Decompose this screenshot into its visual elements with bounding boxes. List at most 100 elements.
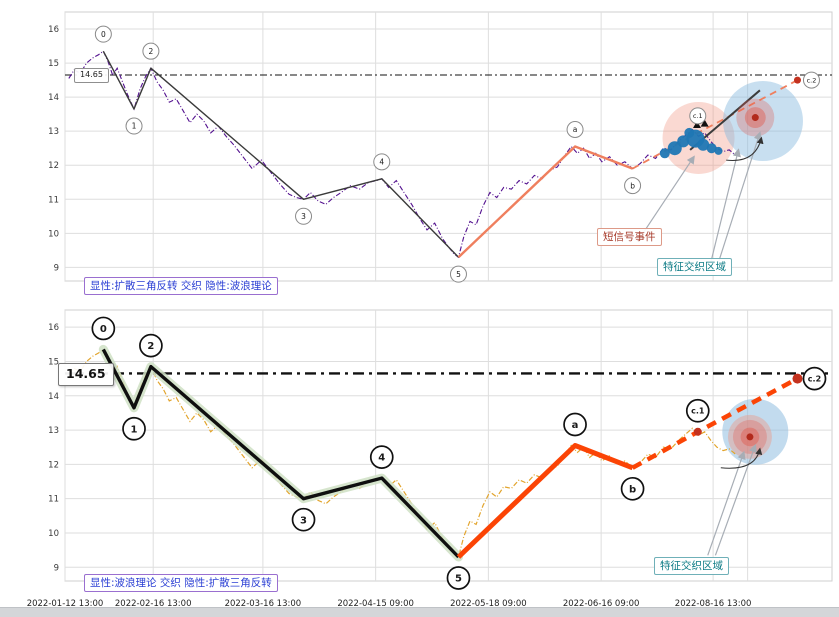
y-tick-label: 15 <box>48 59 59 69</box>
target-center-dot <box>746 433 754 441</box>
point-label-text: a <box>573 125 578 134</box>
abc-line-solid <box>456 443 634 559</box>
price-line <box>68 348 736 559</box>
point-label-circle <box>802 71 820 89</box>
feature-zone-circle <box>722 398 789 465</box>
annotation-arrow <box>717 131 762 263</box>
point-label-circle <box>685 398 710 423</box>
x-tick-label: 2022-05-18 09:00 <box>450 599 527 609</box>
y-tick-label: 13 <box>48 127 59 137</box>
point-label-text: 0 <box>101 30 106 39</box>
point-label-text: a <box>572 420 579 431</box>
point-label-text: c.1 <box>693 112 703 120</box>
x-tick-label: 2022-06-16 09:00 <box>563 599 640 609</box>
y-tick-label: 9 <box>54 263 59 273</box>
point-label-circle <box>125 117 143 135</box>
point-label-text: c.1 <box>691 407 705 416</box>
x-tick-label: 2022-08-16 13:00 <box>675 599 752 609</box>
mode-label-top: 显性:扩散三角反转 交织 隐性:波浪理论 <box>84 277 278 296</box>
point-label-text: 4 <box>378 453 385 464</box>
point-label-circle <box>94 25 112 43</box>
y-tick-label: 9 <box>54 563 59 573</box>
feature-zone-circle <box>722 80 803 161</box>
signal-dot <box>677 135 690 148</box>
point-label-circle <box>122 416 146 441</box>
point-label-circle <box>139 333 163 358</box>
abc-line-solid <box>457 145 634 259</box>
horizontal-scrollbar[interactable] <box>0 607 839 617</box>
x-tick-label: 2022-02-16 13:00 <box>115 599 192 609</box>
point-label-text: 5 <box>455 574 462 585</box>
point-label-circle <box>563 412 587 437</box>
signal-dot <box>659 148 670 159</box>
point-label-text: c.2 <box>808 374 821 383</box>
y-tick-label: 14 <box>48 392 59 402</box>
point-label-text: 3 <box>301 212 306 221</box>
point-label-circle <box>369 445 394 469</box>
signal-dot <box>706 143 717 154</box>
annotation-arc <box>726 136 764 161</box>
point-label-text: 3 <box>300 515 307 526</box>
y-tick-label: 13 <box>48 426 59 436</box>
y-tick-label: 12 <box>48 161 59 171</box>
signal-dot <box>697 138 710 151</box>
point-label-text: 1 <box>131 424 138 435</box>
trend-line <box>102 50 460 258</box>
short-signal-label: 短信号事件 <box>597 228 662 247</box>
point-label-text: 2 <box>147 341 154 352</box>
c2-endpoint-dot <box>793 76 801 84</box>
threshold-label-top: 14.65 <box>74 68 109 83</box>
point-label-text: 1 <box>132 122 137 131</box>
annotation-arrow <box>641 155 695 236</box>
point-label-circle <box>291 507 316 532</box>
mode-label-bottom: 显性:波浪理论 交织 隐性:扩散三角反转 <box>84 574 278 593</box>
annotation-arc <box>720 447 763 469</box>
y-tick-label: 10 <box>48 529 59 539</box>
point-label-text: 0 <box>100 324 107 335</box>
point-label-text: 4 <box>379 158 384 167</box>
target-center-dot <box>751 114 759 122</box>
x-tick-label: 2022-04-15 09:00 <box>337 599 414 609</box>
point-label-circle <box>91 316 116 341</box>
y-tick-label: 16 <box>48 323 59 333</box>
price-line <box>68 50 736 259</box>
y-tick-label: 11 <box>48 495 59 505</box>
y-tick-label: 15 <box>48 357 59 367</box>
plot-area <box>64 309 833 582</box>
signal-triangle <box>700 119 709 127</box>
annotation-arrow <box>707 450 746 556</box>
x-tick-label: 2022-01-12 13:00 <box>27 599 104 609</box>
c2-endpoint-dot <box>792 373 803 384</box>
threshold-label-bottom: 14.65 <box>58 363 114 386</box>
trend-line <box>101 348 460 559</box>
feature-zone-label-top: 特征交织区域 <box>657 258 732 277</box>
y-tick-label: 14 <box>48 93 59 103</box>
point-label-circle <box>689 107 707 125</box>
y-tick-label: 10 <box>48 229 59 239</box>
point-label-circle <box>446 566 471 590</box>
y-tick-label: 12 <box>48 460 59 470</box>
point-label-circle <box>295 207 313 225</box>
point-label-text: c.2 <box>807 76 817 84</box>
point-label-text: 5 <box>456 270 461 279</box>
c1-endpoint-dot <box>693 427 702 436</box>
point-label-circle <box>620 476 645 501</box>
point-label-text: b <box>630 181 635 190</box>
point-label-text: b <box>629 484 636 495</box>
point-label-circle <box>802 366 827 391</box>
point-label-circle <box>142 42 160 60</box>
feature-zone-label-bottom: 特征交织区域 <box>654 557 729 576</box>
point-label-text: 2 <box>149 47 154 56</box>
y-tick-label: 16 <box>48 25 59 35</box>
x-tick-label: 2022-03-16 13:00 <box>225 599 302 609</box>
signal-dot <box>714 146 723 155</box>
annotation-arrow <box>710 148 741 263</box>
point-label-circle <box>449 265 467 283</box>
point-label-circle <box>373 153 391 171</box>
y-tick-label: 11 <box>48 195 59 205</box>
point-label-circle <box>624 177 642 195</box>
